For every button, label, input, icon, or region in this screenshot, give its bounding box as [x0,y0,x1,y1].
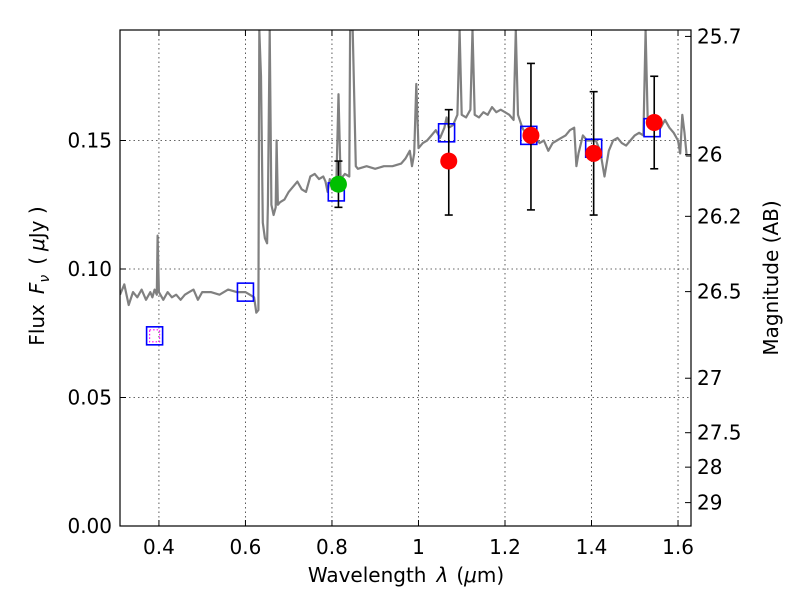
y-axis-title: Flux Fν ( μJy ) [25,206,53,345]
y2-tick-label: 26.5 [697,280,742,304]
y2-axis-title: Magnitude (AB) [759,200,783,355]
red-data-point [522,126,540,144]
y2-tick-label: 29 [697,491,722,515]
model-photometry-square [437,122,456,143]
x-tick-label: 1.2 [489,535,521,559]
series-layer [120,30,691,346]
y-axis-title-symbol: F [25,282,49,294]
model-photometry-square [236,282,255,302]
red-data-point [645,114,663,132]
y2-tick-label: 26 [697,143,722,167]
upper-limit-marker [149,329,161,343]
red-data-point [440,152,458,170]
x-tick-label: 0.6 [230,535,262,559]
y2-tick-label: 27 [697,366,722,390]
model-photometry-square [145,326,164,346]
spectrum-line [120,30,691,314]
tick-layer: 0.4 0.6 0.8 1 1.2 1.4 1.6 0.00 0.05 0.10 0.15 25.7 2… [67,24,741,559]
red-data-point [585,144,603,162]
y-axis-title-unit-mu: μ [25,238,49,252]
x-tick-label: 0.4 [143,535,175,559]
plot-frame [119,29,692,527]
x-tick-label: 1 [412,535,425,559]
x-tick-label: 1.4 [576,535,608,559]
x-axis-title-unit-mu: μ [463,563,477,587]
y-tick-label: 0.05 [67,386,112,410]
grid-layer [120,30,691,526]
x-tick-label: 0.8 [316,535,348,559]
y-tick-label: 0.00 [67,514,112,538]
y-tick-label: 0.10 [67,257,112,281]
x-tick-label: 1.6 [662,535,694,559]
y-tick-label: 0.15 [67,129,112,153]
y-axis-title-unit-suffix: Jy ) [25,206,49,240]
y-axis-title-unit-prefix: ( [25,257,49,265]
x-axis-title: Wavelength λ (μm) [308,563,504,587]
x-axis-title-unit-suffix: m) [477,563,504,587]
x-axis-title-text: Wavelength [308,563,427,587]
y2-tick-label: 28 [697,455,722,479]
y2-tick-label: 27.5 [697,421,742,445]
y2-tick-label: 25.7 [697,24,742,48]
y-axis-title-text: Flux [25,304,49,346]
y-axis-title-symbol-sub: ν [37,275,53,283]
x-axis-title-unit-prefix: ( [456,563,464,587]
y2-tick-label: 26.2 [697,204,742,228]
green-data-point [329,175,347,193]
x-axis-title-symbol: λ [435,563,448,587]
